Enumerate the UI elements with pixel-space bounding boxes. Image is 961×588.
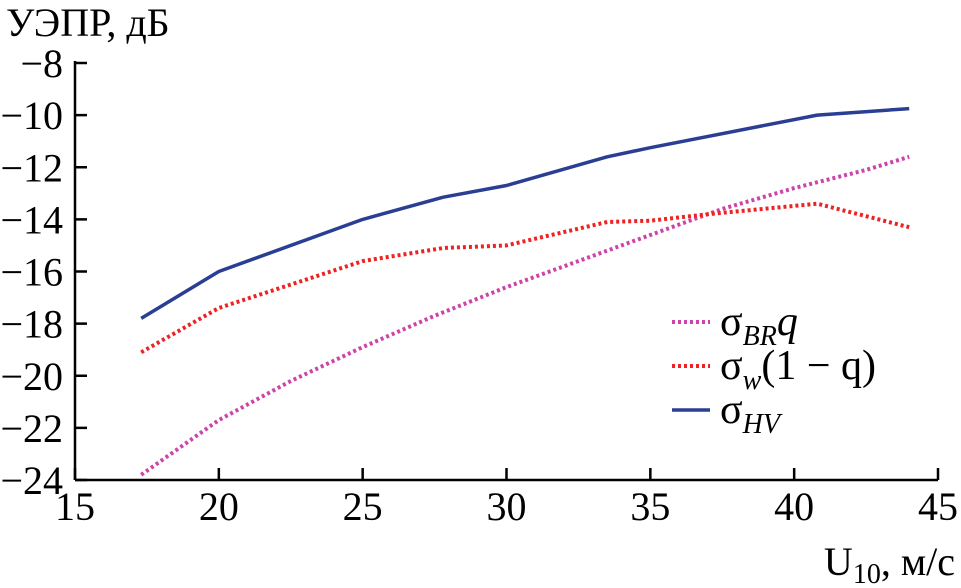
legend-label: σw(1 − q) bbox=[720, 343, 876, 396]
y-tick-label: −10 bbox=[0, 93, 63, 138]
x-tick-label: 45 bbox=[918, 484, 958, 529]
y-tick-label: −18 bbox=[0, 302, 63, 347]
y-ticks: −8 −10 −12 −14 −16 −18 −20 −22 −24 bbox=[0, 41, 87, 503]
x-axis-title-main: U bbox=[824, 539, 853, 584]
x-tick-label: 40 bbox=[774, 484, 814, 529]
x-axis-title-sub: 10 bbox=[853, 559, 881, 588]
y-tick-label: −14 bbox=[0, 197, 63, 242]
x-tick-label: 15 bbox=[55, 484, 95, 529]
y-tick-label: −22 bbox=[0, 406, 63, 451]
series-line-br bbox=[140, 154, 910, 477]
y-tick-label: −24 bbox=[0, 458, 63, 503]
y-tick-label: −12 bbox=[0, 145, 63, 190]
x-axis-title-rest: , м/с bbox=[881, 539, 955, 584]
series-line-hv bbox=[140, 106, 910, 320]
x-tick-label: 20 bbox=[199, 484, 239, 529]
y-tick-label: −8 bbox=[20, 41, 63, 86]
y-axis-title: УЭПР, дБ bbox=[6, 0, 170, 45]
y-tick-label: −16 bbox=[0, 250, 63, 295]
legend-label: σBRq bbox=[720, 299, 798, 352]
x-ticks: 15 20 25 30 35 40 45 bbox=[55, 468, 958, 529]
x-tick-label: 30 bbox=[487, 484, 527, 529]
x-tick-label: 35 bbox=[630, 484, 670, 529]
series-layer bbox=[140, 106, 910, 477]
series-line-w bbox=[140, 201, 910, 355]
x-tick-label: 25 bbox=[343, 484, 383, 529]
legend-label: σHV bbox=[720, 387, 783, 440]
y-tick-label: −20 bbox=[0, 354, 63, 399]
x-axis-title: U10, м/с bbox=[824, 539, 955, 588]
